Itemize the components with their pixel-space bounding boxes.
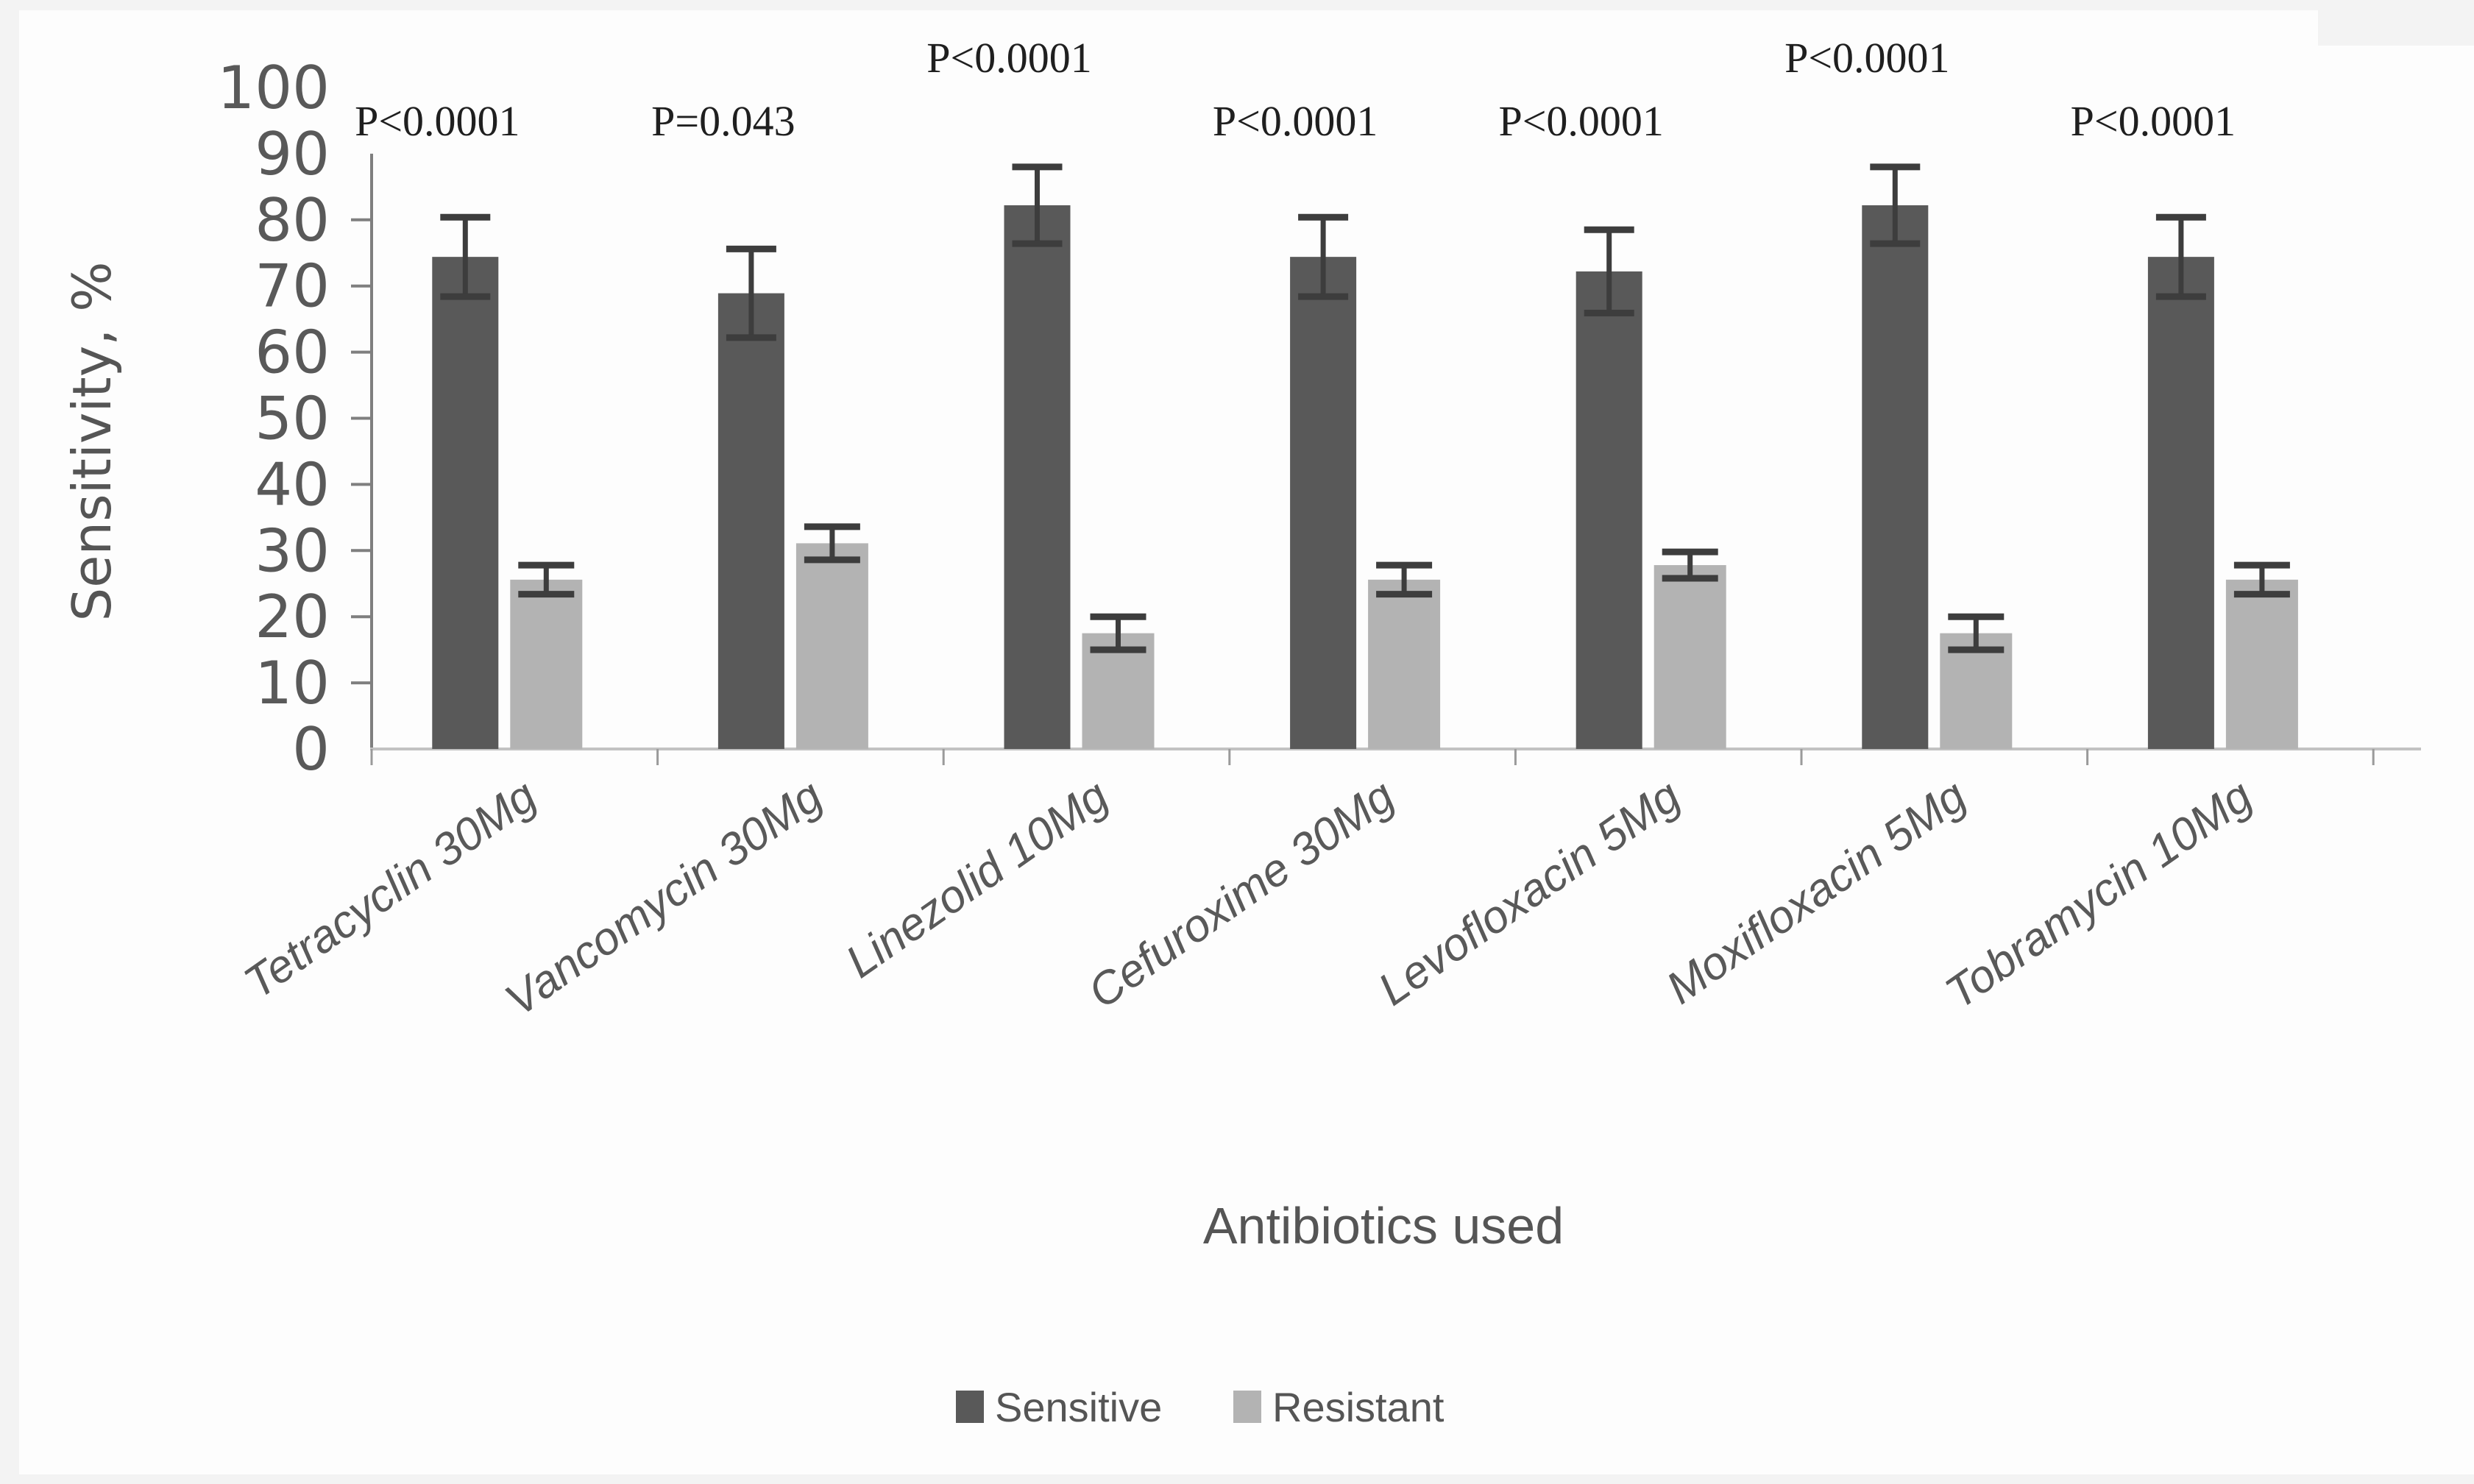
y-tick-label: 70 xyxy=(255,252,330,321)
bar-sensitive xyxy=(717,293,784,749)
x-axis-title: Antibiotics used xyxy=(1203,1197,1564,1254)
y-tick-label: 20 xyxy=(255,583,330,651)
error-bars xyxy=(440,163,2290,653)
p-value-label: P<0.0001 xyxy=(1213,97,1378,145)
legend-swatch-resistant xyxy=(1233,1391,1261,1423)
p-value-label: P<0.0001 xyxy=(2071,97,2236,145)
legend: Sensitive Resistant xyxy=(956,1384,1445,1430)
category-label: Levofloxacin 5Mg xyxy=(1369,770,1690,1015)
legend-label-resistant: Resistant xyxy=(1272,1384,1445,1430)
bar-resistant xyxy=(1654,565,1726,749)
category-label: Tetracyclin 30Mg xyxy=(235,770,546,1009)
bar-sensitive xyxy=(1290,257,1357,749)
bar-sensitive xyxy=(432,257,499,749)
p-value-label: P<0.0001 xyxy=(355,97,520,145)
p-value-label: P<0.0001 xyxy=(1498,97,1663,145)
bar-resistant xyxy=(1368,579,1441,749)
bar-resistant xyxy=(2225,579,2298,749)
y-tick-label: 40 xyxy=(255,450,330,519)
bar-sensitive xyxy=(1862,205,1929,750)
y-tick-label: 50 xyxy=(255,385,330,453)
category-label: Tobramycin 10Mg xyxy=(1937,770,2261,1019)
x-axis xyxy=(370,748,2421,765)
bar-sensitive xyxy=(1004,205,1071,750)
y-axis-title: Sensitivity, % xyxy=(61,261,123,621)
category-label: Moxifloxacin 5Mg xyxy=(1657,770,1975,1014)
legend-label-sensitive: Sensitive xyxy=(995,1384,1162,1430)
y-tick-label: 60 xyxy=(255,319,330,387)
bar-resistant xyxy=(510,579,583,749)
y-tick-label: 10 xyxy=(255,649,330,717)
y-tick-label: 90 xyxy=(255,120,330,188)
top-edge-shade xyxy=(0,0,2474,10)
bar-sensitive xyxy=(2147,257,2214,749)
left-edge-shade xyxy=(0,0,19,1484)
bar-sensitive xyxy=(1576,271,1642,749)
p-value-label: P<0.0001 xyxy=(926,34,1091,82)
y-tick-label: 30 xyxy=(255,516,330,585)
y-tick-label: 100 xyxy=(217,54,330,122)
p-value-annotations: P<0.0001 P=0.043 P<0.0001 P<0.0001 P<0.0001 P… xyxy=(355,34,2236,145)
bar-resistant xyxy=(795,543,868,749)
legend-swatch-sensitive xyxy=(956,1391,984,1423)
y-tick-label: 0 xyxy=(292,715,330,784)
top-right-shade xyxy=(2318,0,2474,46)
category-label: Linezolid 10Mg xyxy=(837,770,1117,988)
bottom-edge-shade xyxy=(0,1474,2474,1484)
y-tick-label: 80 xyxy=(255,186,330,255)
bar-series xyxy=(432,205,2298,750)
p-value-label: P=0.043 xyxy=(651,97,795,145)
category-label: Vancomycin 30Mg xyxy=(496,770,831,1026)
p-value-label: P<0.0001 xyxy=(1784,34,1949,82)
category-label: Cefuroxime 30Mg xyxy=(1080,770,1403,1018)
